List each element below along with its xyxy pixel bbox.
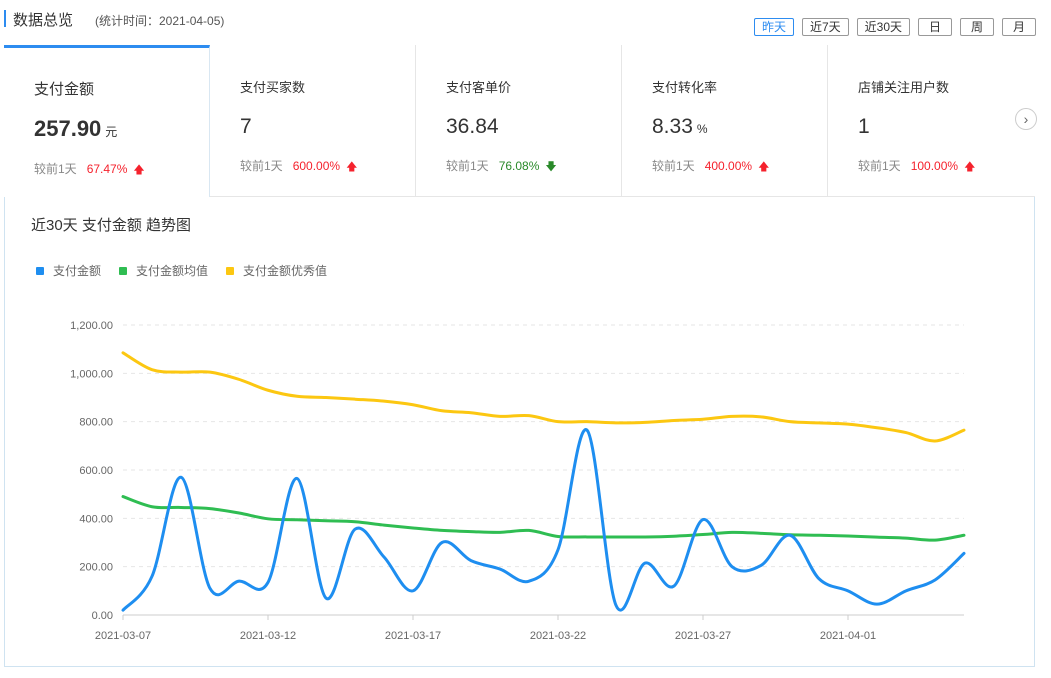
x-tick-label: 2021-03-17 [385,630,441,642]
y-tick-label: 400.00 [79,513,113,525]
y-tick-label: 1,000.00 [70,368,113,380]
card-compare: 较前1天 100.00% 🡅 [858,157,975,177]
metric-cards: 支付金额 257.90 元 较前1天 67.47% 🡅 支付买家数 7 较前1天 600… [4,45,1035,197]
chart-title: 近30天 支付金额 趋势图 [31,217,192,234]
series-line [121,495,966,542]
x-tick-label: 2021-04-01 [820,630,876,642]
card-unit: 元 [105,125,118,139]
metric-card-followers[interactable]: 店铺关注用户数 1 较前1天 100.00% 🡅 [828,45,1035,197]
legend-item-average[interactable]: 支付金额均值 [119,262,208,279]
legend-swatch [119,266,128,275]
compare-label: 较前1天 [34,162,77,176]
range-button-week[interactable]: 周 [960,18,994,36]
change-percent: 400.00% [704,159,753,173]
x-tick-label: 2021-03-07 [95,630,151,642]
change-percent: 100.00% [910,159,959,173]
series-line [121,428,966,612]
page-title: 数据总览 [13,12,74,29]
change-percent: 76.08% [498,159,540,173]
card-value-number: 7 [240,115,252,138]
y-tick-label: 600.00 [79,465,113,477]
stats-time: (统计时间：2021-04-05) [95,14,225,28]
range-button-day[interactable]: 日 [918,18,952,36]
x-tick-label: 2021-03-22 [530,630,586,642]
card-label: 支付买家数 [240,80,306,95]
card-value-number: 257.90 [34,116,102,141]
card-value: 8.33% [652,115,708,139]
card-label: 支付金额 [34,81,95,98]
legend-swatch [36,266,44,275]
y-tick-label: 800.00 [79,417,113,429]
card-unit: % [696,122,708,136]
legend-item-excellent[interactable]: 支付金额优秀值 [226,262,327,279]
overview-header: 数据总览 (统计时间：2021-04-05) 昨天 近7天 近30天 日 周 月 [0,0,1051,46]
metric-card-conversion[interactable]: 支付转化率 8.33% 较前1天 400.00% 🡅 [622,45,828,197]
metric-card-avg-order[interactable]: 支付客单价 36.84 较前1天 76.08% 🡇 [416,45,622,197]
card-value-number: 36.84 [446,115,499,138]
legend-label: 支付金额优秀值 [243,264,328,278]
card-compare: 较前1天 400.00% 🡅 [652,157,769,177]
card-value: 1 [858,115,870,139]
compare-label: 较前1天 [652,159,695,173]
card-label: 店铺关注用户数 [858,80,950,95]
y-tick-label: 0.00 [92,610,113,622]
x-tick-label: 2021-03-12 [240,630,296,642]
range-button-30days[interactable]: 近30天 [856,18,910,36]
card-value: 7 [240,115,252,139]
range-button-yesterday[interactable]: 昨天 [753,18,794,36]
card-value-number: 1 [858,115,870,138]
card-label: 支付客单价 [446,80,512,95]
range-button-month[interactable]: 月 [1002,18,1036,36]
legend-label: 支付金额均值 [136,264,209,278]
y-tick-label: 1,200.00 [70,320,113,332]
card-value: 36.84 [446,115,499,139]
series-line [121,351,966,443]
card-value-number: 8.33 [652,115,693,138]
metric-card-buyers[interactable]: 支付买家数 7 较前1天 600.00% 🡅 [210,45,416,197]
range-button-7days[interactable]: 近7天 [801,18,849,36]
legend-label: 支付金额 [53,264,102,278]
x-tick-label: 2021-03-27 [675,630,731,642]
card-label: 支付转化率 [652,80,718,95]
arrow-up-icon: 🡅 [133,164,145,176]
chart-legend: 支付金额 支付金额均值 支付金额优秀值 [36,262,327,279]
change-percent: 600.00% [292,159,341,173]
card-value: 257.90 元 [34,116,117,142]
metric-card-payment-amount[interactable]: 支付金额 257.90 元 较前1天 67.47% 🡅 [4,45,210,197]
arrow-up-icon: 🡅 [964,161,976,173]
card-compare: 较前1天 76.08% 🡇 [446,157,557,177]
card-compare: 较前1天 67.47% 🡅 [34,160,145,180]
compare-label: 较前1天 [240,159,283,173]
legend-swatch [226,266,235,275]
change-percent: 67.47% [86,162,128,176]
arrow-up-icon: 🡅 [346,161,358,173]
chevron-right-icon[interactable]: › [1015,108,1037,130]
y-tick-label: 200.00 [79,562,113,574]
compare-label: 较前1天 [858,159,901,173]
arrow-down-icon: 🡇 [545,161,557,173]
legend-item-payment[interactable]: 支付金额 [36,262,101,279]
card-compare: 较前1天 600.00% 🡅 [240,157,357,177]
header-accent-bar [4,10,6,27]
time-range-group: 昨天 近7天 近30天 日 周 月 [753,18,1036,36]
compare-label: 较前1天 [446,159,489,173]
arrow-up-icon: 🡅 [758,161,770,173]
